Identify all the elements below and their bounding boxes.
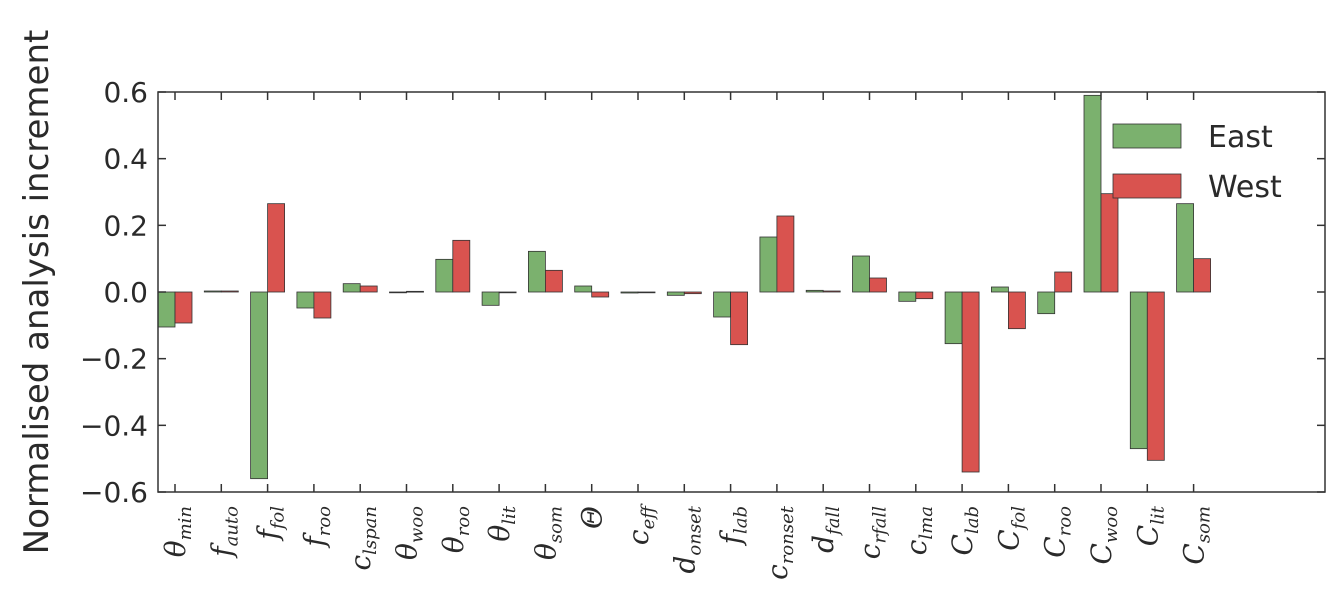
- bar-west-8: [545, 269, 563, 293]
- bar-west-1: [220, 290, 239, 293]
- x-tick-label: Clab: [946, 506, 983, 555]
- bar-east-16: [898, 291, 917, 302]
- bar-west-22: [1193, 258, 1211, 293]
- x-tick-label: θroo: [437, 506, 474, 553]
- bar-west-5: [406, 290, 424, 293]
- legend: East West: [1112, 120, 1282, 205]
- bar-east-5: [389, 291, 407, 294]
- bar-east-1: [203, 290, 222, 293]
- y-ticks-group: 0.6 0.4 0.2 0.0 −0.2 −0.4 −0.6: [80, 76, 1325, 509]
- bar-west-20: [1100, 193, 1119, 293]
- bar-west-14: [822, 290, 841, 293]
- x-tick-label: fauto: [205, 506, 242, 559]
- x-tick-label: Croo: [1039, 506, 1076, 558]
- bar-east-6: [435, 258, 454, 293]
- bar-east-19: [1037, 291, 1056, 315]
- bar-east-18: [991, 286, 1009, 293]
- bars-group: [157, 94, 1211, 480]
- bar-east-7: [481, 291, 500, 306]
- bar-west-2: [267, 203, 286, 293]
- x-tick-label: θlit: [483, 505, 520, 541]
- bar-west-12: [730, 291, 748, 346]
- y-tick-label: 0.6: [103, 76, 148, 109]
- bar-west-4: [359, 285, 378, 293]
- bar-east-3: [296, 291, 315, 309]
- bar-east-2: [250, 291, 269, 480]
- bar-west-15: [869, 277, 887, 293]
- bar-west-7: [498, 291, 517, 294]
- bar-east-8: [528, 250, 546, 293]
- y-axis-title: Normalised analysis increment: [17, 30, 57, 555]
- bar-west-17: [961, 291, 980, 473]
- legend-label-east: East: [1208, 120, 1273, 155]
- x-tick-label: θmin: [159, 506, 196, 557]
- bar-east-17: [944, 291, 963, 345]
- bar-east-13: [759, 236, 778, 293]
- y-tick-label: 0.0: [103, 276, 148, 309]
- legend-swatch-east: [1112, 123, 1182, 149]
- x-tick-label: Θ: [576, 506, 609, 529]
- bar-east-21: [1129, 291, 1148, 450]
- x-tick-label: θsom: [529, 506, 566, 560]
- x-tick-label: clma: [900, 506, 937, 555]
- bar-west-10: [637, 291, 656, 294]
- bar-west-6: [452, 239, 471, 293]
- bar-west-16: [915, 291, 934, 300]
- bar-east-10: [620, 291, 639, 294]
- x-tick-label: θwoo: [391, 506, 428, 560]
- bar-east-15: [852, 255, 870, 293]
- bar-west-13: [776, 215, 795, 293]
- bar-east-9: [574, 285, 593, 293]
- bar-east-14: [805, 289, 824, 293]
- legend-label-west: West: [1208, 170, 1282, 205]
- x-tick-label: Cfol: [992, 506, 1029, 551]
- bar-east-11: [666, 291, 685, 296]
- x-tick-label: Csom: [1178, 506, 1215, 565]
- x-tick-label: clspan: [344, 506, 381, 571]
- bar-west-9: [591, 291, 610, 298]
- y-tick-label: −0.6: [80, 476, 148, 509]
- x-tick-label: ffol: [252, 506, 289, 542]
- x-tick-label: Clit: [1131, 505, 1168, 546]
- legend-swatch-west: [1112, 173, 1182, 199]
- y-tick-label: 0.2: [103, 209, 148, 242]
- y-tick-label: 0.4: [103, 143, 148, 176]
- x-tick-label: cronset: [761, 505, 798, 580]
- x-tick-label: dfall: [807, 506, 844, 553]
- x-tick-label: froo: [298, 506, 335, 549]
- bar-east-0: [157, 291, 176, 328]
- y-tick-label: −0.4: [80, 409, 148, 442]
- bar-east-22: [1176, 203, 1194, 293]
- bar-west-19: [1054, 271, 1073, 293]
- bar-west-3: [313, 291, 332, 319]
- x-tick-label: ceff: [622, 503, 659, 545]
- x-tick-label: flab: [715, 506, 752, 546]
- bar-east-12: [713, 291, 731, 318]
- x-tick-label: crfall: [854, 506, 891, 559]
- bar-west-0: [174, 291, 193, 324]
- bar-west-11: [683, 291, 702, 295]
- x-tick-label: Cwoo: [1085, 506, 1122, 565]
- bar-east-4: [342, 283, 361, 293]
- bar-west-21: [1146, 291, 1165, 461]
- x-tick-label: donset: [668, 505, 705, 573]
- y-tick-label: −0.2: [80, 343, 148, 376]
- bar-east-20: [1083, 94, 1102, 293]
- bar-west-18: [1008, 291, 1026, 330]
